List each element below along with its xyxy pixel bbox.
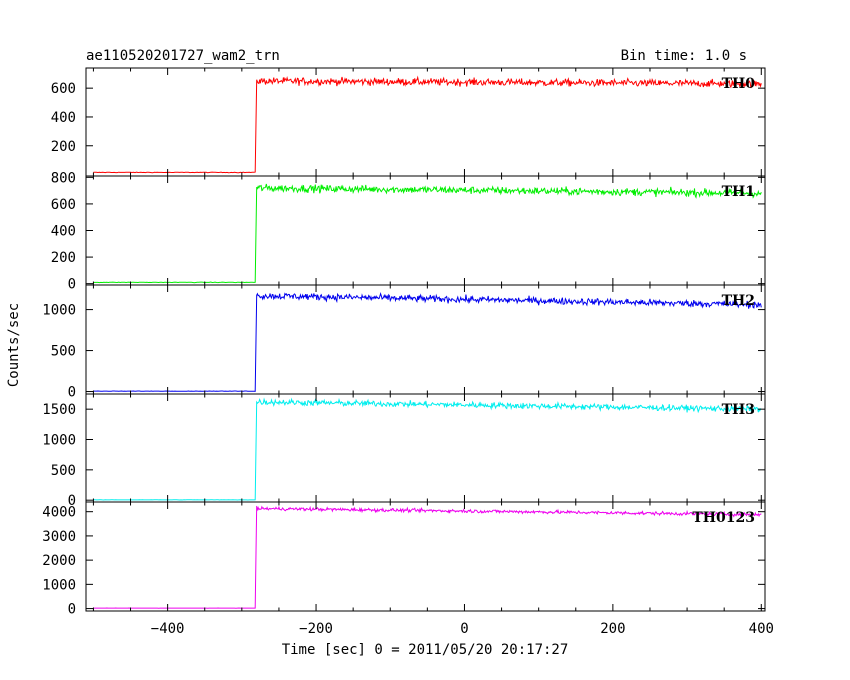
panel-th2: 0 500 1000 TH2 bbox=[42, 284, 766, 401]
y-axis-label: Counts/sec bbox=[6, 303, 22, 387]
bin-time-label: Bin time: 1.0 s bbox=[621, 48, 747, 64]
y-tick-label: 400 bbox=[51, 110, 76, 126]
panel-th3: 0 500 1000 1500 TH3 bbox=[42, 393, 766, 509]
y-tick-label: 500 bbox=[51, 463, 76, 479]
x-tick-label: −400 bbox=[151, 621, 185, 637]
y-tick-label: 4000 bbox=[42, 505, 76, 521]
series-line-th0 bbox=[93, 75, 762, 174]
series-line-th2 bbox=[93, 292, 762, 392]
panel-label-th3: TH3 bbox=[722, 402, 755, 418]
x-axis-label: Time [sec] 0 = 2011/05/20 20:17:27 bbox=[282, 642, 569, 658]
panel-label-th0123: TH0123 bbox=[692, 510, 755, 526]
y-tick-label: 1000 bbox=[42, 303, 76, 319]
panel-th0: 200 400 600 TH0 bbox=[51, 67, 766, 177]
chart-title: ae110520201727_wam2_trn bbox=[86, 48, 280, 64]
panel-frame bbox=[85, 175, 766, 286]
y-tick-label: 0 bbox=[68, 277, 76, 293]
x-tick-label: 0 bbox=[460, 621, 468, 637]
x-tick-label: −200 bbox=[299, 621, 333, 637]
y-tick-label: 3000 bbox=[42, 529, 76, 545]
panel-th1: 0 200 400 600 800 TH1 bbox=[51, 170, 766, 293]
y-tick-label: 400 bbox=[51, 224, 76, 240]
y-tick-label: 1500 bbox=[42, 402, 76, 418]
panel-th0123: 0 1000 2000 3000 4000 TH0123 bbox=[42, 501, 766, 618]
y-tick-label: 0 bbox=[68, 493, 76, 509]
y-tick-label: 2000 bbox=[42, 553, 76, 569]
series-line-th3 bbox=[93, 397, 762, 501]
y-tick-label: 200 bbox=[51, 250, 76, 266]
panel-frame bbox=[85, 501, 766, 612]
series-line-th0123 bbox=[93, 505, 762, 609]
series-line-th1 bbox=[93, 183, 762, 284]
panel-frame bbox=[85, 67, 766, 177]
y-tick-label: 600 bbox=[51, 81, 76, 97]
panel-label-th0: TH0 bbox=[722, 76, 756, 92]
panel-label-th2: TH2 bbox=[722, 293, 755, 309]
y-tick-label: 0 bbox=[68, 602, 76, 618]
panel-label-th1: TH1 bbox=[722, 184, 755, 200]
x-tick-label: 200 bbox=[600, 621, 625, 637]
y-tick-label: 0 bbox=[68, 385, 76, 401]
y-tick-label: 600 bbox=[51, 197, 76, 213]
y-tick-label: 800 bbox=[51, 170, 76, 186]
y-tick-label: 1000 bbox=[42, 433, 76, 449]
y-tick-label: 1000 bbox=[42, 577, 76, 593]
x-tick-label: 400 bbox=[749, 621, 774, 637]
y-tick-label: 200 bbox=[51, 139, 76, 155]
y-tick-label: 500 bbox=[51, 344, 76, 360]
panel-frame bbox=[85, 393, 766, 503]
